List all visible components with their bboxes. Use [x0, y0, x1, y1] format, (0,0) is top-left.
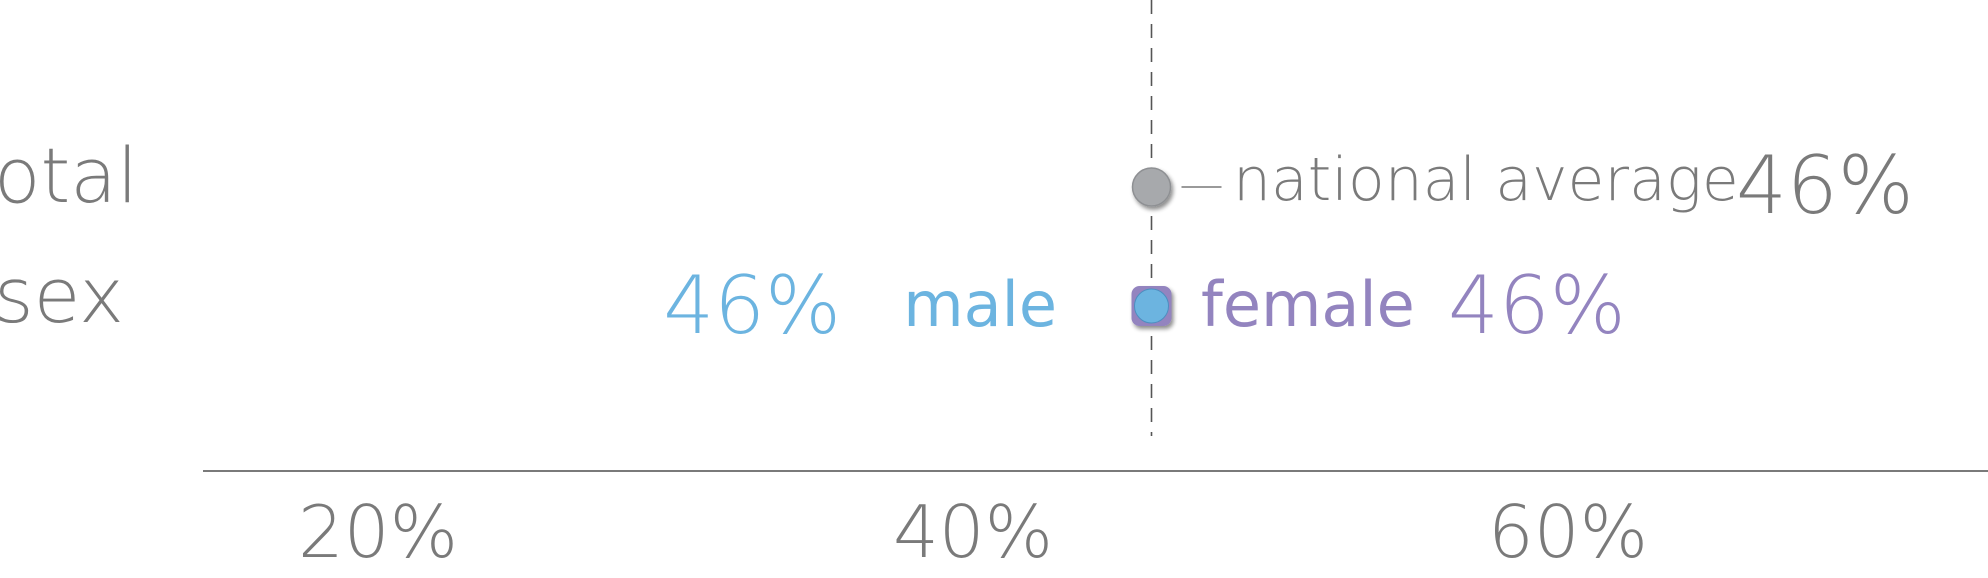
female-value-label: 46%	[1448, 259, 1626, 352]
male-series-label: male	[903, 268, 1057, 341]
national-average-point	[1131, 167, 1172, 207]
male-point	[1134, 288, 1169, 324]
x-tick-label: 20%	[298, 490, 458, 574]
female-series-label: female	[1201, 268, 1415, 341]
row-label-sex: sex	[0, 251, 124, 340]
row-label-total: total	[0, 131, 138, 220]
national-average-label: national average	[1233, 145, 1739, 215]
x-tick-label: 40%	[893, 490, 1053, 574]
national-average-value: 46%	[1736, 139, 1914, 232]
male-value-label: 46%	[663, 259, 841, 352]
x-tick-label: 60%	[1488, 490, 1648, 574]
